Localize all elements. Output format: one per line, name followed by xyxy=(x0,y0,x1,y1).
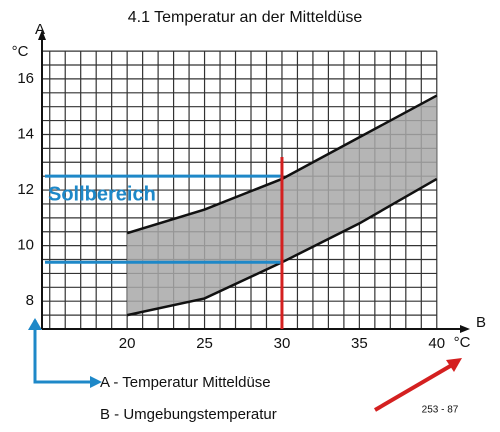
x-axis-arrow xyxy=(460,325,470,333)
legend-b: B - Umgebungstemperatur xyxy=(100,406,277,423)
y-tick-label: 16 xyxy=(17,70,34,87)
blue-arrow xyxy=(33,320,92,384)
chart-title: 4.1 Temperatur an der Mitteldüse xyxy=(128,9,363,26)
y-axis-arrow xyxy=(38,30,46,40)
x-tick-label: 40 xyxy=(428,335,445,352)
x-axis-label: °C xyxy=(454,334,471,351)
legend-a: A - Temperatur Mitteldüse xyxy=(100,374,271,391)
target-label: Sollbereich xyxy=(48,184,156,206)
figure-code: 253 - 87 xyxy=(422,405,459,416)
blue-arrow-head xyxy=(28,318,42,330)
y-axis-letter: A xyxy=(35,21,45,38)
red-arrow xyxy=(373,363,454,412)
y-tick-label: 10 xyxy=(17,237,34,254)
red-arrow-head xyxy=(446,358,462,372)
y-tick-label: 8 xyxy=(26,292,34,309)
y-tick-label: 14 xyxy=(17,125,34,142)
x-tick-label: 25 xyxy=(196,335,213,352)
y-axis-label: °C xyxy=(12,43,29,60)
x-axis-letter: B xyxy=(476,314,486,331)
x-tick-label: 30 xyxy=(274,335,291,352)
x-tick-label: 35 xyxy=(351,335,368,352)
y-tick-label: 12 xyxy=(17,181,34,198)
x-tick-label: 20 xyxy=(119,335,136,352)
blue-arrow-head xyxy=(90,376,102,388)
